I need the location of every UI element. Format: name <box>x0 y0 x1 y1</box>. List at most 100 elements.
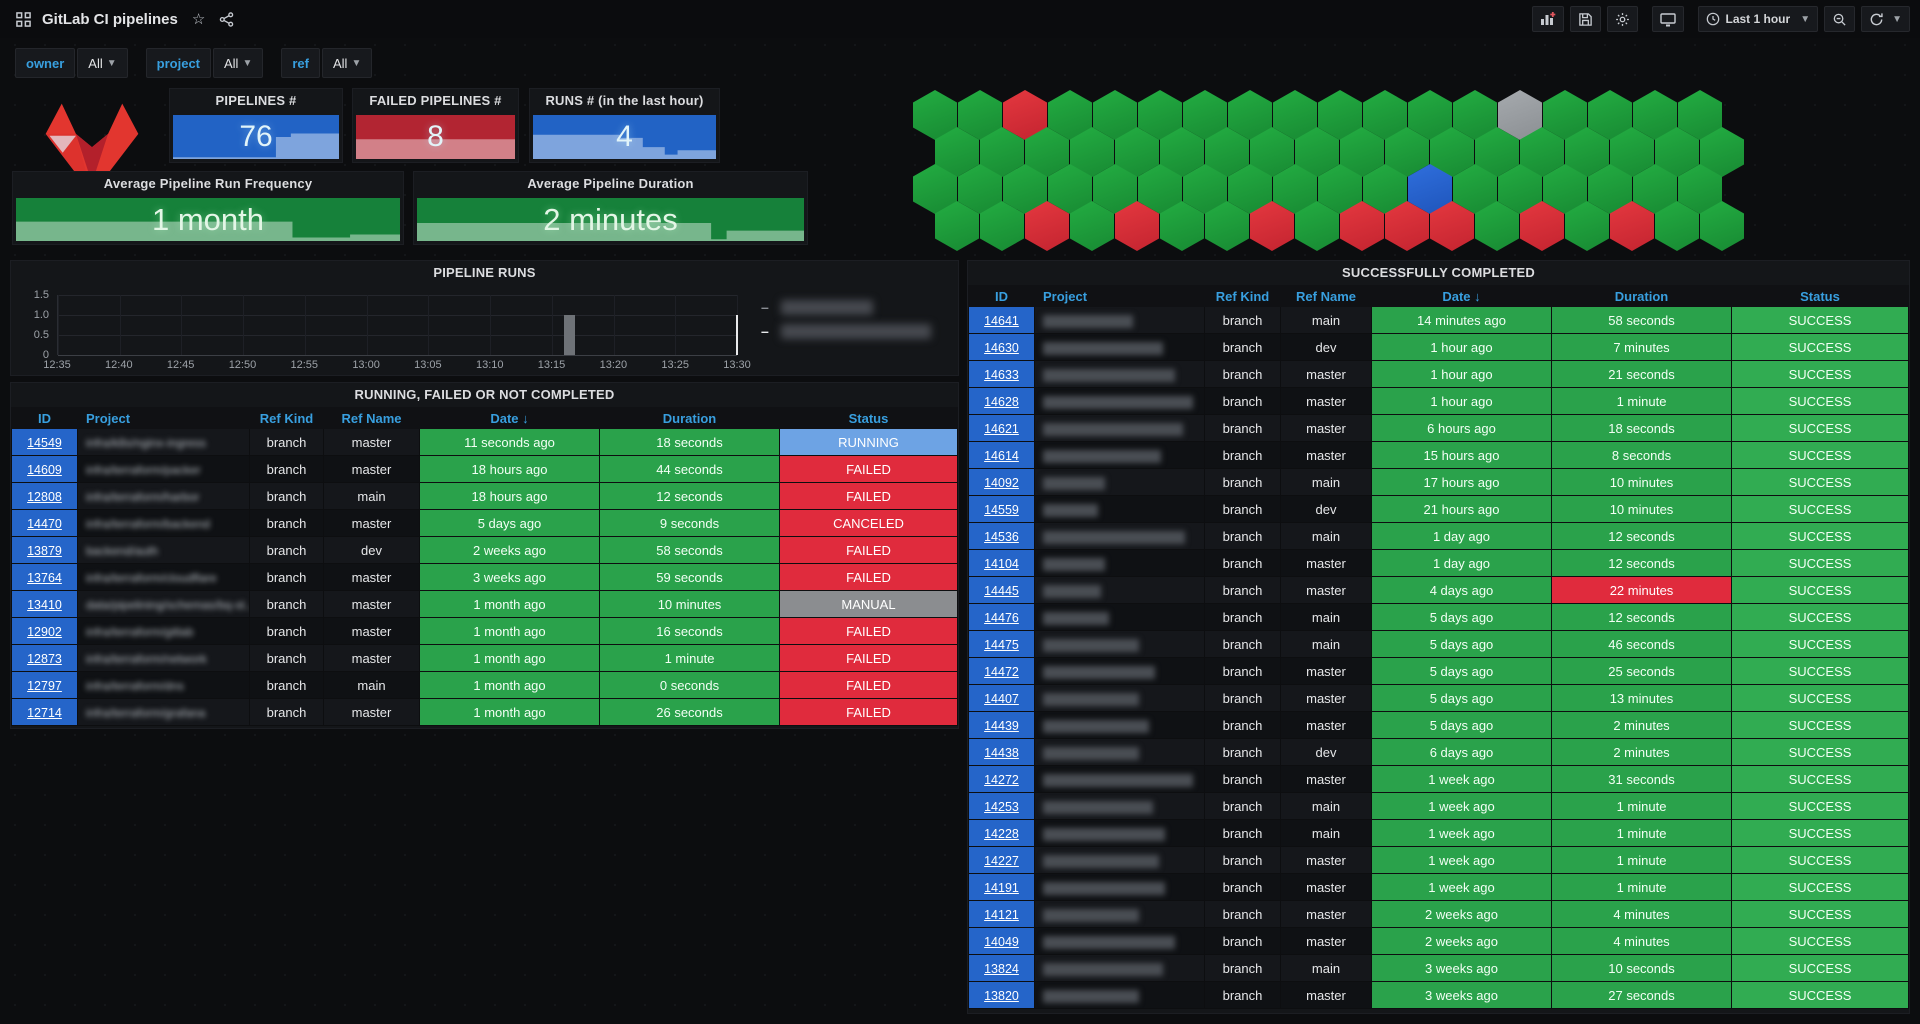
hexagon-green[interactable] <box>980 201 1024 251</box>
legend-item[interactable]: – <box>761 299 931 315</box>
column-header-ref-name[interactable]: Ref Name <box>1280 285 1372 307</box>
id-cell[interactable]: 14104 <box>968 549 1035 577</box>
pipeline-id-link[interactable]: 14439 <box>984 718 1019 733</box>
id-cell[interactable]: 12902 <box>11 617 78 645</box>
id-cell[interactable]: 14536 <box>968 522 1035 550</box>
pipeline-id-link[interactable]: 14228 <box>984 826 1019 841</box>
id-cell[interactable]: 12873 <box>11 644 78 672</box>
column-header-ref-name[interactable]: Ref Name <box>323 407 420 429</box>
save-dashboard-button[interactable] <box>1569 6 1601 32</box>
pipeline-id-link[interactable]: 14407 <box>984 691 1019 706</box>
pipeline-id-link[interactable]: 13824 <box>984 961 1019 976</box>
column-header-project[interactable]: Project <box>77 407 250 429</box>
zoom-out-button[interactable] <box>1824 6 1856 32</box>
id-cell[interactable]: 14476 <box>968 603 1035 631</box>
id-cell[interactable]: 14121 <box>968 900 1035 928</box>
column-header-status[interactable]: Status <box>1731 285 1909 307</box>
pipeline-id-link[interactable]: 14641 <box>984 313 1019 328</box>
pipeline-id-link[interactable]: 14472 <box>984 664 1019 679</box>
pipeline-id-link[interactable]: 14628 <box>984 394 1019 409</box>
pipeline-id-link[interactable]: 13764 <box>27 570 62 585</box>
pipeline-id-link[interactable]: 12808 <box>27 489 62 504</box>
id-cell[interactable]: 14559 <box>968 495 1035 523</box>
id-cell[interactable]: 14475 <box>968 630 1035 658</box>
id-cell[interactable]: 13820 <box>968 981 1035 1009</box>
id-cell[interactable]: 14049 <box>968 927 1035 955</box>
hexagon-red[interactable] <box>1520 201 1564 251</box>
id-cell[interactable]: 12714 <box>11 698 78 726</box>
pipeline-id-link[interactable]: 12902 <box>27 624 62 639</box>
star-icon[interactable]: ☆ <box>191 11 206 28</box>
pipeline-id-link[interactable]: 14049 <box>984 934 1019 949</box>
pipeline-id-link[interactable]: 12873 <box>27 651 62 666</box>
id-cell[interactable]: 14470 <box>11 509 78 537</box>
pipeline-id-link[interactable]: 14559 <box>984 502 1019 517</box>
id-cell[interactable]: 12808 <box>11 482 78 510</box>
hexagon-red[interactable] <box>1385 201 1429 251</box>
column-header-date[interactable]: Date ↓ <box>419 407 600 429</box>
add-panel-button[interactable] <box>1531 6 1564 32</box>
id-cell[interactable]: 14445 <box>968 576 1035 604</box>
legend-item[interactable]: – <box>761 323 931 339</box>
pipeline-id-link[interactable]: 13820 <box>984 988 1019 1003</box>
id-cell[interactable]: 14472 <box>968 657 1035 685</box>
pipeline-id-link[interactable]: 12797 <box>27 678 62 693</box>
hexagon-green[interactable] <box>1655 201 1699 251</box>
id-cell[interactable]: 13824 <box>968 954 1035 982</box>
pipeline-id-link[interactable]: 14227 <box>984 853 1019 868</box>
column-header-project[interactable]: Project <box>1034 285 1205 307</box>
hexagon-green[interactable] <box>1700 201 1744 251</box>
hexagon-red[interactable] <box>1430 201 1474 251</box>
pipeline-id-link[interactable]: 14614 <box>984 448 1019 463</box>
column-header-date[interactable]: Date ↓ <box>1371 285 1552 307</box>
hexagon-red[interactable] <box>1250 201 1294 251</box>
pipeline-id-link[interactable]: 12714 <box>27 705 62 720</box>
refresh-button[interactable]: ▼ <box>1861 6 1910 32</box>
id-cell[interactable]: 14621 <box>968 414 1035 442</box>
id-cell[interactable]: 14609 <box>11 455 78 483</box>
dashboard-title[interactable]: GitLab CI pipelines <box>42 10 178 28</box>
id-cell[interactable]: 14253 <box>968 792 1035 820</box>
id-cell[interactable]: 14628 <box>968 387 1035 415</box>
column-header-id[interactable]: ID <box>968 285 1035 307</box>
hexagon-green[interactable] <box>1205 201 1249 251</box>
hexagon-red[interactable] <box>1340 201 1384 251</box>
id-cell[interactable]: 14614 <box>968 441 1035 469</box>
column-header-id[interactable]: ID <box>11 407 78 429</box>
pipeline-id-link[interactable]: 14121 <box>984 907 1019 922</box>
id-cell[interactable]: 14092 <box>968 468 1035 496</box>
pipeline-id-link[interactable]: 14630 <box>984 340 1019 355</box>
pipeline-id-link[interactable]: 14445 <box>984 583 1019 598</box>
id-cell[interactable]: 14633 <box>968 360 1035 388</box>
column-header-status[interactable]: Status <box>779 407 958 429</box>
pipeline-id-link[interactable]: 14438 <box>984 745 1019 760</box>
pipeline-id-link[interactable]: 14609 <box>27 462 62 477</box>
share-icon[interactable] <box>217 10 235 28</box>
pipeline-id-link[interactable]: 14272 <box>984 772 1019 787</box>
id-cell[interactable]: 14407 <box>968 684 1035 712</box>
filter-ref-value[interactable]: All ▼ <box>321 48 373 78</box>
pipeline-id-link[interactable]: 14092 <box>984 475 1019 490</box>
pipeline-id-link[interactable]: 14621 <box>984 421 1019 436</box>
id-cell[interactable]: 13410 <box>11 590 78 618</box>
id-cell[interactable]: 12797 <box>11 671 78 699</box>
pipeline-id-link[interactable]: 13879 <box>27 543 62 558</box>
hexagon-green[interactable] <box>1475 201 1519 251</box>
filter-project-value[interactable]: All ▼ <box>213 48 264 78</box>
hexagon-red[interactable] <box>1115 201 1159 251</box>
hexagon-green[interactable] <box>935 201 979 251</box>
id-cell[interactable]: 14549 <box>11 428 78 456</box>
pipeline-id-link[interactable]: 14104 <box>984 556 1019 571</box>
timeseries-plot[interactable] <box>57 295 738 356</box>
pipeline-id-link[interactable]: 14470 <box>27 516 62 531</box>
id-cell[interactable]: 13764 <box>11 563 78 591</box>
hexagon-green[interactable] <box>1160 201 1204 251</box>
column-header-ref-kind[interactable]: Ref Kind <box>249 407 324 429</box>
id-cell[interactable]: 14641 <box>968 306 1035 334</box>
pipeline-id-link[interactable]: 14191 <box>984 880 1019 895</box>
pipeline-id-link[interactable]: 14633 <box>984 367 1019 382</box>
id-cell[interactable]: 14227 <box>968 846 1035 874</box>
id-cell[interactable]: 14438 <box>968 738 1035 766</box>
column-header-ref-kind[interactable]: Ref Kind <box>1204 285 1281 307</box>
column-header-duration[interactable]: Duration <box>599 407 780 429</box>
